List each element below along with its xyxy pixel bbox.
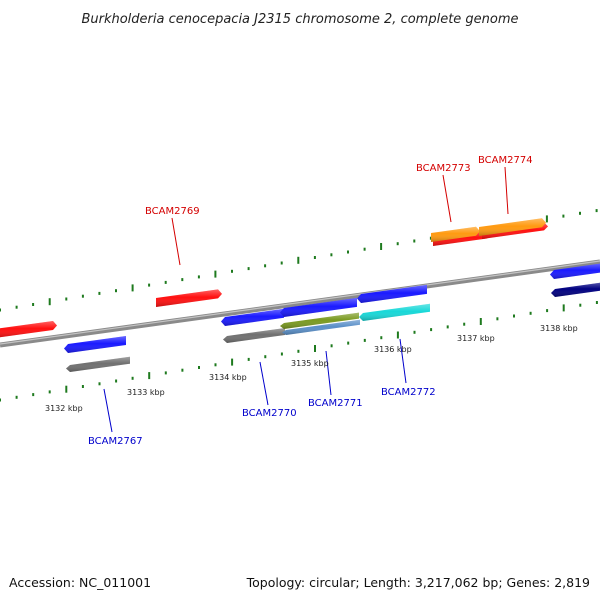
- gene-label-bcam2771: BCAM2771: [308, 398, 363, 409]
- gene-feature-cyan: [359, 303, 430, 321]
- gene-feature-blue: [550, 263, 600, 279]
- feature-shading: [359, 303, 430, 321]
- scale-label: 3138 kbp: [540, 324, 578, 333]
- feature-shading: [221, 308, 284, 326]
- feature-shading: [223, 328, 285, 343]
- gene-feature-bcam2769: [156, 289, 222, 307]
- gene-label-bcam2767: BCAM2767: [88, 436, 143, 447]
- feature-shading: [357, 284, 427, 303]
- label-leaders: [103, 166, 509, 433]
- feature-shading: [479, 218, 546, 236]
- scale-ticks: [0, 209, 598, 402]
- label-leader-line: [171, 217, 181, 266]
- gene-features: [0, 218, 600, 372]
- gene-feature-bcam2770: [221, 308, 284, 326]
- gene-label-bcam2772: BCAM2772: [381, 387, 436, 398]
- label-leader-line: [325, 350, 332, 396]
- gene-feature-orange: [479, 218, 546, 236]
- gene-label-bcam2774: BCAM2774: [478, 155, 533, 166]
- plot-area: 3132 kbp 3133 kbp 3134 kbp 3135 kbp 3136…: [0, 155, 600, 447]
- feature-shading: [64, 336, 126, 353]
- gene-feature-navy: [551, 282, 600, 297]
- gene-feature-orange: [431, 226, 480, 242]
- label-leader-line: [442, 174, 452, 223]
- accession-text: Accession: NC_011001: [9, 575, 151, 590]
- gene-feature-blue: [280, 297, 357, 317]
- backbone-highlight: [0, 260, 600, 345]
- gene-feature-gray: [223, 328, 285, 343]
- gene-labels: BCAM2769 BCAM2773 BCAM2774 BCAM2767 BCAM…: [88, 155, 533, 447]
- gene-label-bcam2770: BCAM2770: [242, 408, 297, 419]
- label-leader-line: [259, 361, 269, 406]
- gene-feature-bcam2771: [280, 312, 359, 329]
- feature-shading: [0, 321, 57, 338]
- feature-shading: [282, 319, 360, 335]
- gene-label-bcam2773: BCAM2773: [416, 163, 471, 174]
- gene-feature-steel: [282, 319, 360, 335]
- feature-shading: [431, 226, 480, 242]
- label-leader-line: [399, 338, 407, 384]
- scale-label: 3135 kbp: [291, 359, 329, 368]
- feature-shading: [156, 289, 222, 307]
- scale-label: 3137 kbp: [457, 334, 495, 343]
- backbone-line: [0, 259, 600, 348]
- scale-label: 3132 kbp: [45, 404, 83, 413]
- scale-label: 3134 kbp: [209, 373, 247, 382]
- map-title: Burkholderia cenocepacia J2315 chromosom…: [81, 12, 518, 27]
- scale-label: 3136 kbp: [374, 345, 412, 354]
- feature-shading: [551, 282, 600, 297]
- gene-feature-bcam2767: [64, 336, 126, 353]
- backbone: [0, 259, 600, 348]
- scale-label: 3133 kbp: [127, 388, 165, 397]
- gene-feature-gray: [66, 356, 130, 372]
- gene-feature-bcam2772: [357, 284, 427, 303]
- feature-shading: [66, 356, 130, 372]
- genome-summary-text: Topology: circular; Length: 3,217,062 bp…: [246, 575, 590, 590]
- feature-shading: [550, 263, 600, 279]
- label-leader-line: [504, 166, 509, 215]
- label-leader-line: [103, 388, 113, 433]
- feature-shading: [280, 312, 359, 329]
- feature-shading: [280, 297, 357, 317]
- scale-labels: 3132 kbp 3133 kbp 3134 kbp 3135 kbp 3136…: [45, 324, 578, 413]
- gene-feature-red: [0, 321, 57, 338]
- gene-label-bcam2769: BCAM2769: [145, 206, 200, 217]
